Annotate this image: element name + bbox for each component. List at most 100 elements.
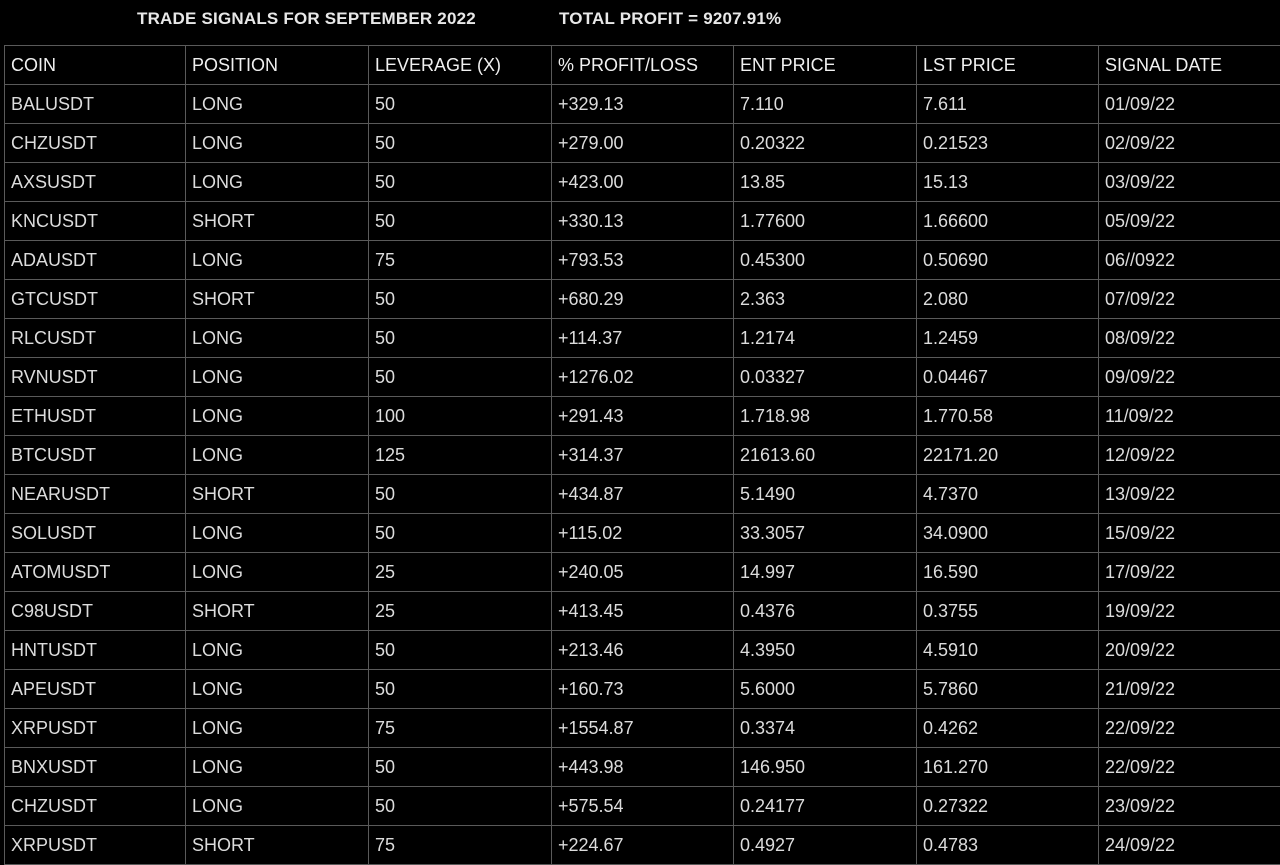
cell-entry-price: 33.3057 <box>734 514 917 553</box>
cell-position: LONG <box>186 436 369 475</box>
cell-signal-date: 08/09/22 <box>1099 319 1280 358</box>
cell-coin: BTCUSDT <box>5 436 186 475</box>
cell-profit-loss: +793.53 <box>552 241 734 280</box>
cell-signal-date: 03/09/22 <box>1099 163 1280 202</box>
cell-signal-date: 15/09/22 <box>1099 514 1280 553</box>
cell-last-price: 0.3755 <box>917 592 1099 631</box>
cell-leverage: 50 <box>369 670 552 709</box>
title-bar: TRADE SIGNALS FOR SEPTEMBER 2022 TOTAL P… <box>0 0 1280 45</box>
cell-leverage: 50 <box>369 280 552 319</box>
cell-entry-price: 0.4927 <box>734 826 917 865</box>
cell-coin: BALUSDT <box>5 85 186 124</box>
cell-profit-loss: +240.05 <box>552 553 734 592</box>
cell-leverage: 75 <box>369 826 552 865</box>
cell-position: LONG <box>186 358 369 397</box>
cell-profit-loss: +114.37 <box>552 319 734 358</box>
cell-position: LONG <box>186 787 369 826</box>
cell-leverage: 50 <box>369 475 552 514</box>
cell-coin: HNTUSDT <box>5 631 186 670</box>
cell-last-price: 1.66600 <box>917 202 1099 241</box>
cell-signal-date: 22/09/22 <box>1099 748 1280 787</box>
cell-profit-loss: +330.13 <box>552 202 734 241</box>
cell-profit-loss: +291.43 <box>552 397 734 436</box>
cell-position: LONG <box>186 241 369 280</box>
cell-entry-price: 13.85 <box>734 163 917 202</box>
cell-coin: ETHUSDT <box>5 397 186 436</box>
cell-profit-loss: +329.13 <box>552 85 734 124</box>
cell-last-price: 22171.20 <box>917 436 1099 475</box>
cell-last-price: 4.7370 <box>917 475 1099 514</box>
cell-signal-date: 01/09/22 <box>1099 85 1280 124</box>
column-header-coin: COIN <box>5 46 186 85</box>
cell-last-price: 0.50690 <box>917 241 1099 280</box>
cell-last-price: 4.5910 <box>917 631 1099 670</box>
cell-position: LONG <box>186 319 369 358</box>
cell-profit-loss: +1276.02 <box>552 358 734 397</box>
cell-leverage: 25 <box>369 592 552 631</box>
cell-leverage: 50 <box>369 787 552 826</box>
cell-signal-date: 17/09/22 <box>1099 553 1280 592</box>
cell-coin: SOLUSDT <box>5 514 186 553</box>
cell-signal-date: 19/09/22 <box>1099 592 1280 631</box>
cell-profit-loss: +224.67 <box>552 826 734 865</box>
cell-last-price: 0.04467 <box>917 358 1099 397</box>
cell-leverage: 50 <box>369 202 552 241</box>
cell-leverage: 75 <box>369 709 552 748</box>
cell-last-price: 161.270 <box>917 748 1099 787</box>
cell-entry-price: 5.6000 <box>734 670 917 709</box>
cell-profit-loss: +115.02 <box>552 514 734 553</box>
cell-leverage: 50 <box>369 514 552 553</box>
page-title: TRADE SIGNALS FOR SEPTEMBER 2022 <box>137 9 476 29</box>
cell-last-price: 0.4262 <box>917 709 1099 748</box>
cell-profit-loss: +160.73 <box>552 670 734 709</box>
cell-signal-date: 09/09/22 <box>1099 358 1280 397</box>
cell-leverage: 100 <box>369 397 552 436</box>
column-header-leverage: LEVERAGE (X) <box>369 46 552 85</box>
cell-profit-loss: +314.37 <box>552 436 734 475</box>
cell-leverage: 50 <box>369 358 552 397</box>
cell-leverage: 50 <box>369 631 552 670</box>
cell-leverage: 125 <box>369 436 552 475</box>
cell-entry-price: 146.950 <box>734 748 917 787</box>
cell-leverage: 50 <box>369 319 552 358</box>
cell-last-price: 34.0900 <box>917 514 1099 553</box>
column-header-profit-loss: % PROFIT/LOSS <box>552 46 734 85</box>
cell-signal-date: 22/09/22 <box>1099 709 1280 748</box>
cell-coin: NEARUSDT <box>5 475 186 514</box>
cell-profit-loss: +434.87 <box>552 475 734 514</box>
cell-last-price: 15.13 <box>917 163 1099 202</box>
cell-last-price: 5.7860 <box>917 670 1099 709</box>
cell-profit-loss: +680.29 <box>552 280 734 319</box>
cell-position: LONG <box>186 631 369 670</box>
cell-signal-date: 24/09/22 <box>1099 826 1280 865</box>
cell-last-price: 0.27322 <box>917 787 1099 826</box>
cell-entry-price: 5.1490 <box>734 475 917 514</box>
cell-leverage: 50 <box>369 85 552 124</box>
cell-entry-price: 14.997 <box>734 553 917 592</box>
cell-profit-loss: +413.45 <box>552 592 734 631</box>
cell-profit-loss: +423.00 <box>552 163 734 202</box>
cell-profit-loss: +213.46 <box>552 631 734 670</box>
cell-entry-price: 1.77600 <box>734 202 917 241</box>
cell-coin: GTCUSDT <box>5 280 186 319</box>
cell-position: LONG <box>186 553 369 592</box>
cell-entry-price: 0.3374 <box>734 709 917 748</box>
cell-last-price: 0.21523 <box>917 124 1099 163</box>
cell-leverage: 50 <box>369 124 552 163</box>
cell-coin: CHZUSDT <box>5 787 186 826</box>
cell-position: LONG <box>186 124 369 163</box>
